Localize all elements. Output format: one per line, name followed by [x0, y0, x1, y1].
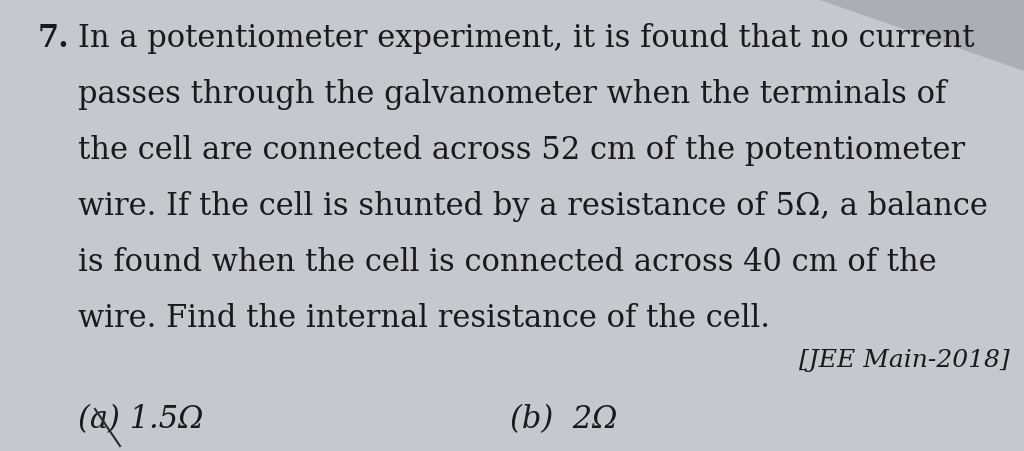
Text: passes through the galvanometer when the terminals of: passes through the galvanometer when the… — [78, 79, 946, 110]
Polygon shape — [820, 0, 1024, 71]
Text: 7.: 7. — [38, 23, 70, 54]
Text: [JEE Main-2018]: [JEE Main-2018] — [800, 349, 1010, 372]
Text: wire. If the cell is shunted by a resistance of 5Ω, a balance: wire. If the cell is shunted by a resist… — [78, 191, 988, 222]
Text: is found when the cell is connected across 40 cm of the: is found when the cell is connected acro… — [78, 247, 937, 278]
Text: (b)  2Ω: (b) 2Ω — [510, 404, 617, 435]
Text: wire. Find the internal resistance of the cell.: wire. Find the internal resistance of th… — [78, 303, 770, 334]
Text: the cell are connected across 52 cm of the potentiometer: the cell are connected across 52 cm of t… — [78, 135, 966, 166]
Text: (a) 1.5Ω: (a) 1.5Ω — [78, 404, 204, 435]
Text: In a potentiometer experiment, it is found that no current: In a potentiometer experiment, it is fou… — [78, 23, 975, 54]
